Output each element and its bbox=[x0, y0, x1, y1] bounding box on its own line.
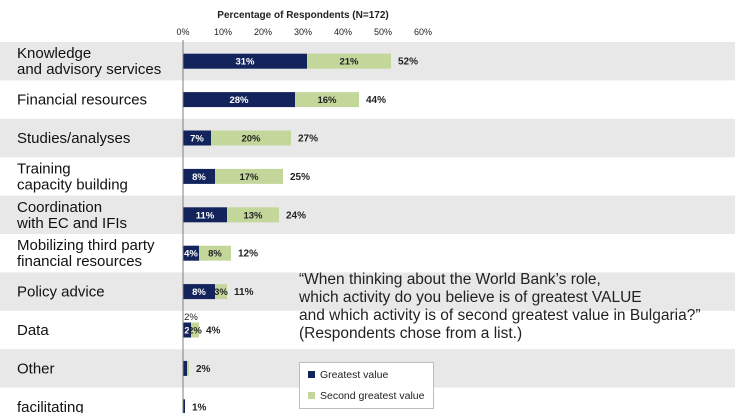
question-quote: “When thinking about the World Bank’s ro… bbox=[299, 271, 701, 342]
total-label: 12% bbox=[238, 249, 258, 260]
data-label: 31% bbox=[235, 57, 255, 68]
category-label: Studies/analyses bbox=[17, 130, 130, 147]
total-label: 4% bbox=[206, 326, 221, 337]
bar-segment bbox=[227, 207, 279, 223]
bar-segment bbox=[183, 53, 307, 69]
category-label: Other bbox=[17, 360, 55, 377]
data-labels: 31% 28% 7% 8% 11% 4% 8% 2 21% 16% 20% 17% 13% 8% 3% 2% 5… bbox=[184, 57, 418, 413]
row-band bbox=[0, 118, 735, 158]
bar-segment bbox=[183, 130, 211, 146]
bar-segment bbox=[295, 92, 359, 108]
data-label: 2% bbox=[188, 326, 202, 337]
category-label: Knowledge and advisory services bbox=[17, 45, 161, 78]
bars bbox=[183, 53, 391, 413]
category-label: Mobilizing third party financial resource… bbox=[17, 237, 155, 270]
data-label: 7% bbox=[190, 134, 204, 145]
total-label: 25% bbox=[290, 172, 310, 183]
total-label: 52% bbox=[398, 57, 418, 68]
x-tick-label: 10% bbox=[214, 27, 232, 37]
total-label: 2% bbox=[196, 364, 211, 375]
x-axis-ticks: 0% 10% 20% 30% 40% 50% 60% bbox=[176, 27, 432, 37]
data-label: 2 bbox=[184, 326, 189, 337]
bar-segment bbox=[199, 245, 231, 261]
legend-swatch-second bbox=[308, 392, 315, 399]
total-label: 27% bbox=[298, 134, 318, 145]
data-label: 21% bbox=[339, 57, 359, 68]
data-label: 4% bbox=[184, 249, 198, 260]
legend: Greatest value Second greatest value bbox=[299, 362, 434, 409]
data-label: 28% bbox=[229, 95, 249, 106]
legend-swatch-greatest bbox=[308, 371, 315, 378]
bar-segment bbox=[183, 399, 185, 413]
data-label: 16% bbox=[317, 95, 337, 106]
category-label: Policy advice bbox=[17, 284, 105, 301]
category-label: Data bbox=[17, 322, 49, 339]
chart-title: Percentage of Respondents (N=172) bbox=[217, 10, 389, 21]
bar-segment bbox=[211, 130, 291, 146]
bar-segment bbox=[187, 360, 189, 376]
bar-segment bbox=[183, 207, 227, 223]
data-label: 8% bbox=[192, 172, 206, 183]
legend-item-greatest: Greatest value bbox=[308, 369, 388, 381]
bar-segment bbox=[215, 284, 227, 300]
bar-segment bbox=[183, 322, 191, 338]
data-label: 13% bbox=[243, 210, 263, 221]
data-label: 8% bbox=[208, 249, 222, 260]
total-label: 44% bbox=[366, 95, 386, 106]
x-tick-label: 0% bbox=[176, 27, 189, 37]
category-label: facilitating bbox=[17, 399, 84, 413]
bar-segment bbox=[183, 360, 187, 376]
category-label: Financial resources bbox=[17, 92, 147, 109]
bar-segment bbox=[183, 168, 215, 184]
bar-segment bbox=[183, 245, 199, 261]
x-tick-label: 60% bbox=[414, 27, 432, 37]
row-band bbox=[0, 272, 735, 311]
data-label: 11% bbox=[196, 210, 215, 221]
x-tick-label: 50% bbox=[374, 27, 392, 37]
x-tick-label: 30% bbox=[294, 27, 312, 37]
total-label: 1% bbox=[192, 402, 207, 413]
bar-segment bbox=[215, 168, 283, 184]
total-label: 24% bbox=[286, 210, 306, 221]
bar-segment bbox=[307, 53, 391, 69]
data-label: 20% bbox=[241, 134, 261, 145]
legend-label-second: Second greatest value bbox=[320, 390, 425, 402]
row-band bbox=[0, 195, 735, 234]
bar-segment bbox=[183, 284, 215, 300]
bar-segment bbox=[191, 322, 199, 338]
total-label: 11% bbox=[234, 287, 254, 298]
legend-item-second: Second greatest value bbox=[308, 390, 425, 402]
category-labels: Knowledge and advisory services Financial … bbox=[16, 45, 161, 413]
data-label: 17% bbox=[239, 172, 259, 183]
x-tick-label: 40% bbox=[334, 27, 352, 37]
data-label: 3% bbox=[214, 287, 228, 298]
annotation-label: 2% bbox=[184, 312, 198, 323]
data-label: 8% bbox=[192, 287, 206, 298]
bar-segment bbox=[183, 92, 295, 108]
legend-label-greatest: Greatest value bbox=[320, 369, 389, 381]
category-label: Training capacity building bbox=[17, 160, 128, 193]
category-label: Coordination with EC and IFIs bbox=[16, 199, 127, 232]
x-tick-label: 20% bbox=[254, 27, 272, 37]
